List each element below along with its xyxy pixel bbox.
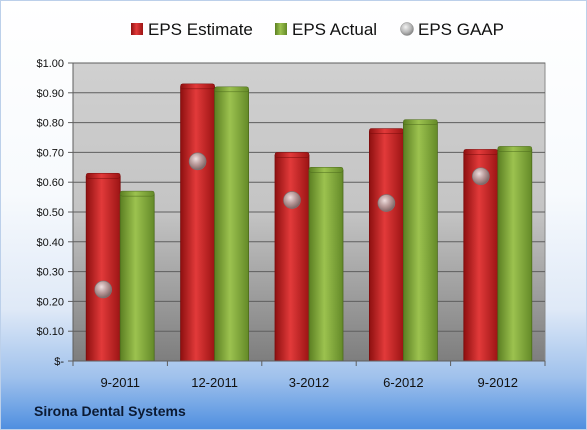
legend-label: EPS GAAP [418, 20, 504, 39]
y-tick-label: $0.60 [36, 177, 64, 189]
y-tick-label: $- [54, 356, 64, 368]
x-tick-label: 12-2011 [191, 375, 238, 390]
y-tick-label: $0.50 [36, 207, 64, 219]
estimate-bar [274, 154, 310, 362]
estimate-bar-cap [274, 152, 310, 158]
actual-bar-cap [308, 167, 344, 173]
actual-bar-cap [497, 146, 533, 152]
actual-bar [402, 122, 438, 362]
company-name: Sirona Dental Systems [34, 403, 186, 419]
legend-swatch [400, 22, 414, 36]
y-tick-label: $0.70 [36, 147, 64, 159]
gaap-point [94, 280, 112, 299]
gaap-points [94, 152, 490, 299]
estimate-bar [463, 151, 499, 362]
actual-bar-cap [403, 119, 438, 125]
actual-bar [308, 169, 344, 362]
estimate-bar-cap [180, 83, 215, 90]
x-axis: 9-2011 12-2011 3-2012 6-2012 9-2012 [72, 360, 546, 390]
y-tick-label: $0.40 [36, 237, 64, 249]
actual-bar [119, 193, 155, 362]
estimate-bar-cap [85, 172, 121, 179]
x-tick-label: 9-2012 [478, 375, 518, 390]
legend-label: EPS Estimate [148, 20, 253, 39]
actual-bar [214, 89, 250, 362]
bars [85, 83, 533, 362]
gaap-point [188, 152, 207, 171]
estimate-bar [180, 86, 216, 362]
gaap-point [471, 167, 490, 186]
y-axis: $- $0.10 $0.20 $0.30 $0.40 $0.50 $0.60 $0.70 $0.… [36, 58, 74, 368]
y-tick-label: $0.10 [36, 326, 64, 338]
x-tick-label: 6-2012 [383, 375, 423, 390]
y-tick-label: $0.20 [36, 296, 64, 308]
y-tick-label: $0.90 [36, 88, 64, 100]
y-tick-label: $0.30 [36, 267, 64, 279]
legend: EPS Estimate EPS Actual EPS GAAP [131, 20, 504, 39]
actual-bar-cap [119, 190, 155, 197]
estimate-bar-cap [463, 149, 499, 155]
x-tick-label: 9-2011 [100, 375, 140, 390]
x-tick-label: 3-2012 [289, 375, 329, 390]
legend-swatch [275, 23, 287, 35]
y-tick-label: $1.00 [36, 58, 64, 70]
estimate-bar [85, 175, 121, 362]
y-tick-label: $0.80 [36, 118, 64, 130]
legend-label: EPS Actual [292, 20, 377, 39]
gaap-point [283, 191, 301, 209]
gaap-point [377, 194, 396, 212]
estimate-bar-cap [369, 128, 404, 134]
actual-bar-cap [214, 86, 249, 93]
actual-bar [497, 149, 533, 362]
legend-swatch [131, 23, 143, 35]
estimate-bar [368, 131, 404, 362]
